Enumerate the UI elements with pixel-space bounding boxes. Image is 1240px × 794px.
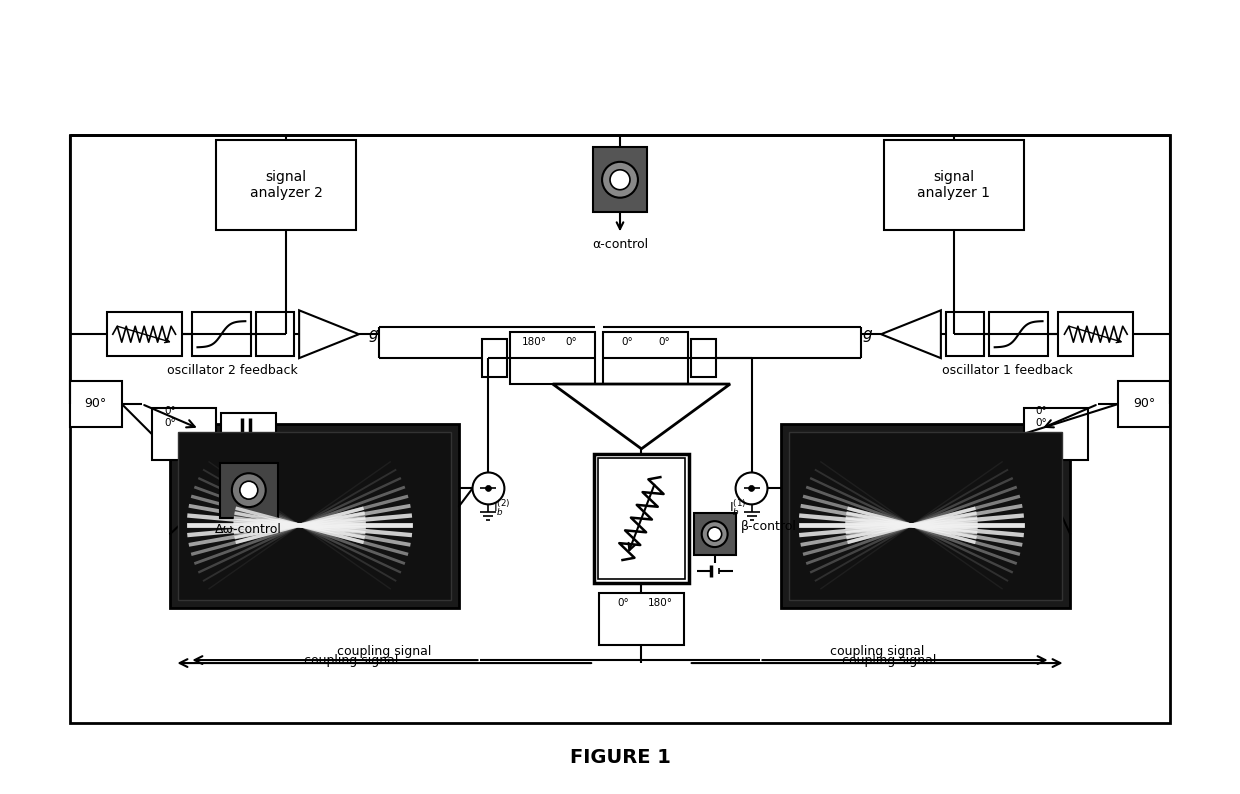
Bar [884, 140, 1023, 229]
Bar [1023, 408, 1089, 460]
Circle shape [232, 473, 265, 507]
Text: g: g [862, 326, 872, 341]
Circle shape [610, 170, 630, 190]
Bar [222, 413, 277, 455]
Bar [598, 458, 684, 580]
Bar [946, 312, 983, 357]
Bar [107, 312, 181, 357]
Text: 0°: 0° [658, 337, 670, 346]
Text: 0°: 0° [618, 598, 629, 607]
Text: coupling signal: coupling signal [830, 645, 924, 657]
Text: α-control: α-control [591, 237, 649, 251]
Text: coupling signal: coupling signal [842, 653, 936, 667]
Text: signal
analyzer 1: signal analyzer 1 [918, 170, 991, 200]
Text: 90°: 90° [84, 398, 107, 410]
Circle shape [486, 485, 491, 491]
Text: signal
analyzer 2: signal analyzer 2 [249, 170, 322, 200]
Text: oscillator 2 feedback: oscillator 2 feedback [167, 364, 299, 376]
Text: Δω-control: Δω-control [216, 523, 283, 536]
Bar [219, 463, 278, 518]
Text: I$_b^{(2)}$: I$_b^{(2)}$ [494, 498, 511, 518]
Text: 180°: 180° [647, 598, 672, 607]
Text: 180°: 180° [522, 337, 547, 346]
Bar [1059, 312, 1133, 357]
Text: 0°
0°: 0° 0° [164, 407, 176, 428]
Text: 0°: 0° [565, 337, 578, 346]
Polygon shape [553, 384, 730, 449]
Bar [1118, 381, 1171, 427]
Text: oscillator 1 feedback: oscillator 1 feedback [941, 364, 1073, 376]
Circle shape [749, 485, 754, 491]
Text: FIGURE 1: FIGURE 1 [569, 748, 671, 767]
Bar [217, 140, 356, 229]
Text: g: g [368, 326, 378, 341]
Circle shape [603, 162, 637, 198]
Bar [693, 513, 735, 555]
Bar [511, 332, 595, 384]
Circle shape [735, 472, 768, 504]
Circle shape [708, 527, 722, 541]
Bar [599, 593, 683, 646]
Bar [593, 148, 647, 212]
Text: 0°
0°: 0° 0° [1035, 407, 1048, 428]
Bar [177, 432, 450, 600]
Text: β-control: β-control [740, 519, 796, 533]
Text: 90°: 90° [1133, 398, 1156, 410]
Bar [151, 408, 217, 460]
Circle shape [472, 472, 505, 504]
Bar [69, 135, 1171, 723]
Bar [482, 339, 507, 377]
Text: 0°: 0° [621, 337, 632, 346]
Polygon shape [299, 310, 358, 358]
Text: I$_b^{(1)}$: I$_b^{(1)}$ [729, 498, 746, 518]
Bar [170, 424, 459, 608]
Bar [691, 339, 715, 377]
Circle shape [239, 481, 258, 499]
Bar [594, 454, 688, 584]
Bar [257, 312, 294, 357]
Bar [790, 432, 1063, 600]
Bar [988, 312, 1049, 357]
Bar [191, 312, 252, 357]
Bar [603, 332, 688, 384]
Text: coupling signal: coupling signal [304, 653, 398, 667]
Circle shape [702, 521, 728, 547]
Text: coupling signal: coupling signal [337, 645, 432, 657]
Bar [69, 381, 122, 427]
Bar [781, 424, 1070, 608]
Polygon shape [882, 310, 941, 358]
